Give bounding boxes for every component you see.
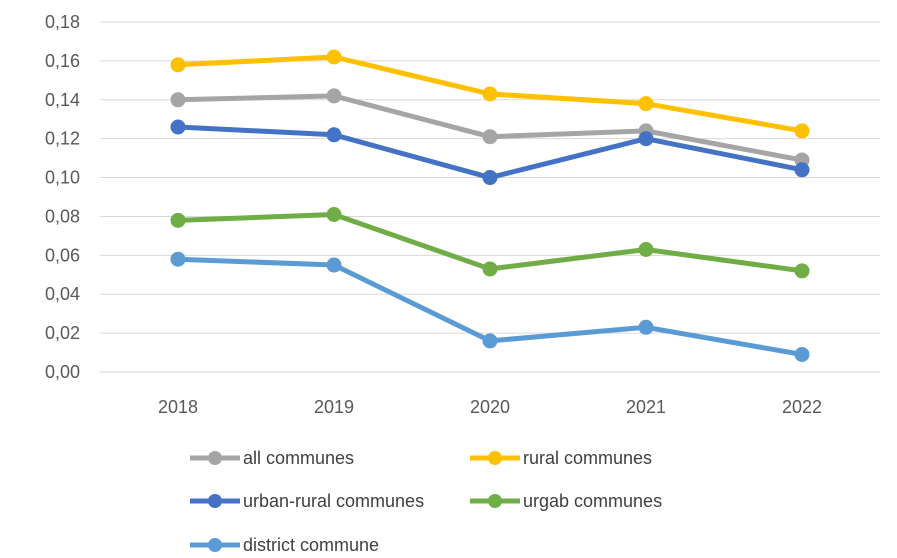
legend-marker: [488, 451, 502, 465]
data-point: [638, 96, 654, 112]
legend-entry: urban-rural communes: [190, 491, 424, 511]
series-lines: [170, 49, 810, 362]
y-tick-label: 0,14: [45, 90, 80, 110]
legend-marker: [208, 494, 222, 508]
legend-label: urgab communes: [523, 491, 662, 511]
data-point: [638, 131, 654, 147]
legend-entry: urgab communes: [470, 491, 662, 511]
legend-entry: district commune: [190, 535, 379, 555]
x-tick-label: 2022: [782, 397, 822, 417]
series-rural-communes: [170, 49, 810, 139]
x-tick-label: 2018: [158, 397, 198, 417]
data-point: [482, 129, 498, 145]
x-tick-label: 2020: [470, 397, 510, 417]
data-point: [482, 170, 498, 186]
legend-entry: all communes: [190, 448, 354, 468]
legend-marker: [208, 538, 222, 552]
series-district-commune: [170, 251, 810, 362]
data-point: [638, 319, 654, 335]
x-tick-label: 2019: [314, 397, 354, 417]
y-tick-label: 0,04: [45, 284, 80, 304]
y-axis-tick-labels: 0,00 0,02 0,04 0,06 0,08 0,10 0,12 0,14 0,16 0,18: [45, 12, 80, 382]
y-tick-label: 0,06: [45, 245, 80, 265]
y-tick-label: 0,16: [45, 51, 80, 71]
data-point: [794, 263, 810, 279]
data-point: [794, 123, 810, 139]
data-point: [794, 162, 810, 178]
x-axis-tick-labels: 2018 2019 2020 2021 2022: [158, 397, 822, 417]
y-tick-label: 0,10: [45, 168, 80, 188]
data-point: [482, 261, 498, 277]
series-urgab-communes: [170, 207, 810, 279]
data-point: [482, 86, 498, 102]
data-point: [170, 212, 186, 228]
data-point: [638, 242, 654, 257]
y-tick-label: 0,12: [45, 129, 80, 149]
legend-label: district commune: [243, 535, 379, 555]
y-tick-label: 0,08: [45, 206, 80, 226]
data-point: [170, 92, 186, 108]
legend-marker: [208, 451, 222, 465]
data-point: [326, 257, 342, 273]
legend-label: urban-rural communes: [243, 491, 424, 511]
data-point: [326, 127, 342, 143]
data-point: [482, 333, 498, 349]
legend-label: rural communes: [523, 448, 652, 468]
data-point: [326, 88, 342, 104]
series-urban-rural-communes: [170, 119, 810, 186]
legend-marker: [488, 494, 502, 508]
y-tick-label: 0,18: [45, 12, 80, 32]
legend-entry: rural communes: [470, 448, 652, 468]
legend: all communes rural communes urban-rural co…: [190, 448, 662, 555]
y-tick-label: 0,00: [45, 362, 80, 382]
legend-label: all communes: [243, 448, 354, 468]
grid-lines: [100, 21, 880, 373]
data-point: [794, 347, 810, 362]
data-point: [170, 57, 186, 73]
data-point: [326, 207, 342, 222]
data-point: [170, 251, 186, 267]
x-tick-label: 2021: [626, 397, 666, 417]
y-tick-label: 0,02: [45, 323, 80, 343]
data-point: [170, 119, 186, 135]
data-point: [326, 49, 342, 65]
